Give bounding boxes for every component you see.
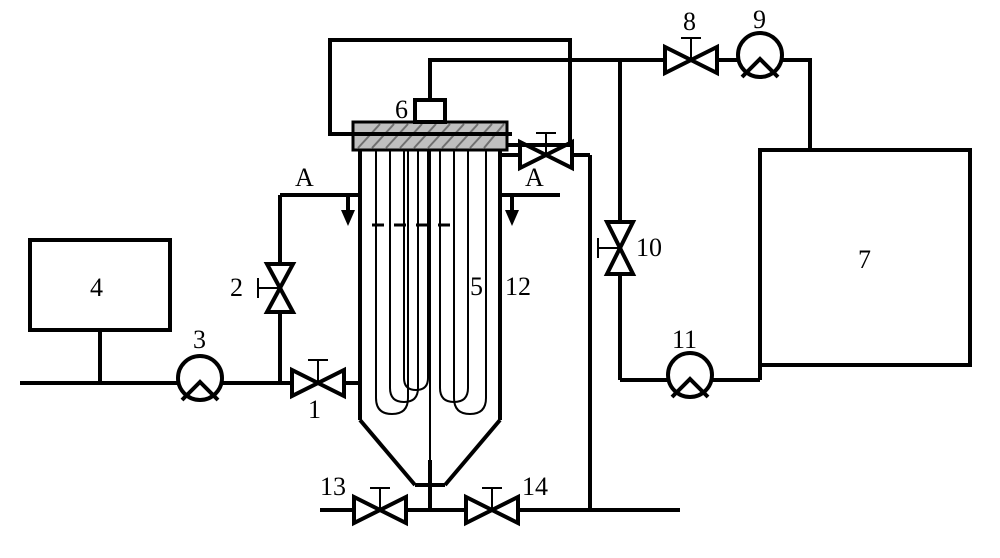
label-10: 10	[636, 233, 662, 262]
section-a-left	[280, 195, 358, 226]
label-A-left: A	[295, 163, 314, 192]
valve-2	[258, 264, 293, 312]
process-diagram: 4 3 1 2 A A	[0, 0, 1000, 558]
column-vessel	[348, 100, 512, 485]
label-12: 12	[505, 272, 531, 301]
label-2: 2	[230, 273, 243, 302]
pump-9	[738, 33, 782, 77]
label-7: 7	[858, 245, 871, 274]
label-4: 4	[90, 273, 103, 302]
pipe-9-to-7	[782, 60, 810, 150]
label-6: 6	[395, 95, 408, 124]
pump-3	[178, 356, 222, 400]
pipe-top-out	[430, 60, 665, 100]
label-5: 5	[470, 272, 483, 301]
label-13: 13	[320, 472, 346, 501]
label-14: 14	[522, 472, 548, 501]
pump-11	[668, 353, 712, 397]
label-8: 8	[683, 7, 696, 36]
valve-side	[520, 133, 572, 168]
section-a-right	[502, 195, 560, 226]
label-9: 9	[753, 5, 766, 34]
valve-8	[665, 38, 717, 73]
label-1: 1	[308, 395, 321, 424]
valve-10	[598, 222, 633, 274]
label-11: 11	[672, 325, 697, 354]
valve-13	[354, 488, 406, 523]
label-A-right: A	[525, 163, 544, 192]
valve-1	[292, 360, 344, 396]
label-3: 3	[193, 325, 206, 354]
valve-14	[466, 488, 518, 523]
